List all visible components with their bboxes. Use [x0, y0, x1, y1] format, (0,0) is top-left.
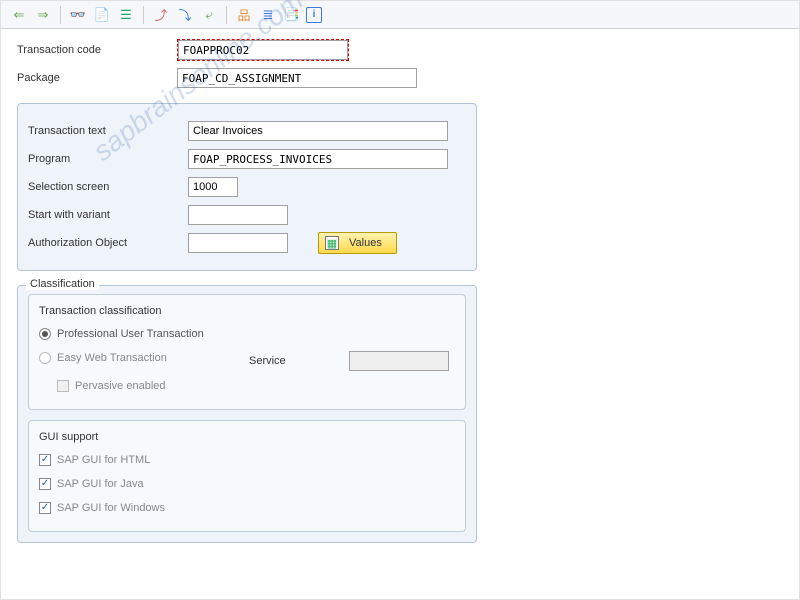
details-group: Transaction text Program Selection scree… — [17, 103, 477, 271]
classification-title: Classification — [26, 278, 99, 290]
back-icon[interactable]: ⇐ — [9, 5, 29, 25]
info-icon[interactable]: i — [306, 7, 322, 23]
transport3-icon[interactable]: ⤶ — [199, 5, 219, 25]
service-input — [349, 351, 449, 371]
grid-icon: ▦ — [325, 236, 339, 250]
selscreen-label: Selection screen — [28, 181, 188, 193]
package-input[interactable] — [177, 68, 417, 88]
gui-java-checkbox[interactable] — [39, 478, 51, 490]
gui-java-label: SAP GUI for Java — [57, 478, 144, 490]
tcode-input[interactable] — [178, 40, 348, 60]
gui-win-checkbox[interactable] — [39, 502, 51, 514]
values-button[interactable]: ▦ Values — [318, 232, 397, 254]
row-package: Package — [17, 67, 783, 89]
content: Transaction code Package Transaction tex… — [1, 29, 799, 553]
authobj-input[interactable] — [188, 233, 288, 253]
gui-html-row[interactable]: SAP GUI for HTML — [39, 451, 455, 469]
program-input[interactable] — [188, 149, 448, 169]
tc-title: Transaction classification — [39, 305, 455, 317]
gui-support: GUI support SAP GUI for HTML SAP GUI for… — [28, 420, 466, 532]
display-icon[interactable]: 📄 — [92, 5, 112, 25]
doc-icon[interactable]: 📑 — [282, 5, 302, 25]
program-label: Program — [28, 153, 188, 165]
gui-java-row[interactable]: SAP GUI for Java — [39, 475, 455, 493]
values-button-label: Values — [349, 237, 382, 249]
service-label: Service — [249, 355, 309, 367]
gui-title: GUI support — [39, 431, 455, 443]
radio-icon — [39, 328, 51, 340]
variant-input[interactable] — [188, 205, 288, 225]
authobj-label: Authorization Object — [28, 237, 188, 249]
transaction-classification: Transaction classification Professional … — [28, 294, 466, 410]
radio-prof-label: Professional User Transaction — [57, 328, 204, 340]
gui-win-row[interactable]: SAP GUI for Windows — [39, 499, 455, 517]
transport1-icon[interactable]: ⤴ — [151, 5, 171, 25]
glasses-icon[interactable]: 👓 — [68, 5, 88, 25]
tcode-label: Transaction code — [17, 44, 177, 56]
radio-icon — [39, 352, 51, 364]
toolbar: ⇐ ⇒ 👓 📄 ☰ ⤴ ⤵ ⤶ 品 ≣ 📑 i — [1, 1, 799, 29]
hierarchy-icon[interactable]: 品 — [234, 5, 254, 25]
row-tcode: Transaction code — [17, 39, 783, 61]
radio-easy-label: Easy Web Transaction — [57, 352, 167, 364]
ttext-label: Transaction text — [28, 125, 188, 137]
align-icon[interactable]: ≣ — [258, 5, 278, 25]
transport2-icon[interactable]: ⤵ — [175, 5, 195, 25]
gui-win-label: SAP GUI for Windows — [57, 502, 165, 514]
package-label: Package — [17, 72, 177, 84]
ttext-input[interactable] — [188, 121, 448, 141]
radio-professional[interactable]: Professional User Transaction — [39, 325, 455, 343]
classification-group: Classification Transaction classificatio… — [17, 285, 477, 543]
pervasive-checkbox — [57, 380, 69, 392]
forward-icon[interactable]: ⇒ — [33, 5, 53, 25]
selscreen-input[interactable] — [188, 177, 238, 197]
list-icon[interactable]: ☰ — [116, 5, 136, 25]
variant-label: Start with variant — [28, 209, 188, 221]
gui-html-checkbox[interactable] — [39, 454, 51, 466]
pervasive-label: Pervasive enabled — [75, 380, 166, 392]
gui-html-label: SAP GUI for HTML — [57, 454, 150, 466]
